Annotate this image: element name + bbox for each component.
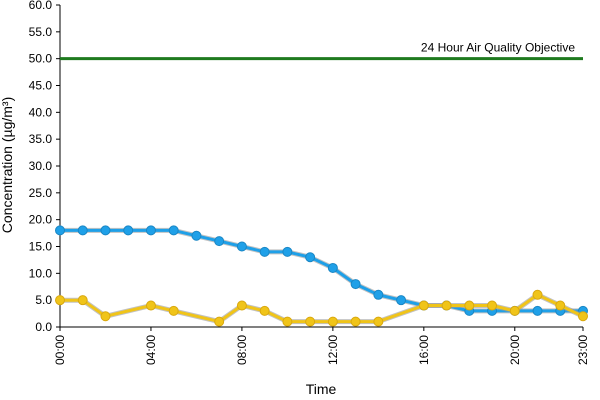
data-point: [168, 225, 179, 236]
data-point: [532, 289, 543, 300]
y-tick-label: 40.0: [29, 105, 53, 119]
data-point: [214, 236, 225, 247]
data-point: [327, 262, 338, 273]
x-tick-label: 08:00: [235, 335, 249, 365]
data-point: [305, 252, 316, 263]
y-tick-label: 55.0: [29, 25, 53, 39]
series-line-shadow: [60, 227, 583, 314]
y-tick-label: 5.0: [35, 293, 52, 307]
data-point: [418, 300, 429, 311]
data-point: [55, 295, 65, 306]
data-point: [77, 295, 88, 306]
y-axis-title: Concentration (µg/m³): [0, 97, 15, 233]
series-line: [60, 293, 584, 324]
data-point: [145, 300, 156, 311]
y-tick-label: 15.0: [29, 240, 53, 254]
data-point: [282, 316, 293, 327]
data-point: [77, 225, 88, 236]
x-tick-label: 12:00: [326, 335, 340, 365]
data-point: [373, 289, 384, 300]
series-layer: [55, 225, 588, 327]
series-line: [60, 228, 583, 313]
data-point: [259, 305, 270, 316]
data-point: [123, 225, 134, 236]
y-axis-ticks: 0.0 5.0 10.0 15.0 20.0 25.0 30.0 35.0 40.0 45.0 50…: [29, 0, 60, 334]
data-point: [55, 225, 65, 236]
data-point: [100, 225, 111, 236]
data-point: [487, 300, 498, 311]
data-point: [236, 300, 247, 311]
data-point: [396, 295, 407, 306]
data-point: [191, 230, 202, 241]
data-point: [100, 311, 111, 322]
x-tick-label: 23:00: [576, 335, 590, 365]
x-tick-label: 16:00: [417, 335, 431, 365]
y-tick-label: 30.0: [29, 159, 53, 173]
y-tick-label: 35.0: [29, 132, 53, 146]
data-point: [555, 300, 566, 311]
data-point: [373, 316, 384, 327]
x-axis-title: Time: [306, 381, 337, 397]
objective-line-group: 24 Hour Air Quality Objective: [60, 41, 583, 61]
data-point: [259, 246, 270, 257]
data-point: [464, 300, 475, 311]
objective-label: 24 Hour Air Quality Objective: [421, 41, 575, 55]
y-tick-label: 25.0: [29, 186, 53, 200]
data-point: [236, 241, 247, 252]
y-tick-label: 20.0: [29, 213, 53, 227]
y-tick-label: 10.0: [29, 266, 53, 280]
series-1: [55, 289, 588, 327]
data-point: [350, 316, 361, 327]
x-tick-label: 20:00: [508, 335, 522, 365]
data-point: [305, 316, 316, 327]
x-tick-label: 04:00: [144, 335, 158, 365]
y-tick-label: 50.0: [29, 52, 53, 66]
x-tick-label: 00:00: [53, 335, 67, 365]
y-tick-label: 0.0: [35, 320, 52, 334]
data-point: [282, 246, 293, 257]
y-tick-label: 60.0: [29, 0, 53, 12]
data-point: [327, 316, 338, 327]
data-point: [578, 311, 588, 322]
data-point: [214, 316, 225, 327]
data-point: [145, 225, 156, 236]
data-point: [441, 300, 452, 311]
x-axis-ticks: 00:00 04:00 08:00 12:00 16:00 20:00 23:00: [53, 327, 590, 365]
y-tick-label: 45.0: [29, 79, 53, 93]
data-point: [168, 305, 179, 316]
data-point: [532, 305, 543, 316]
data-point: [509, 305, 520, 316]
series-0: [55, 225, 588, 316]
data-point: [350, 279, 361, 290]
